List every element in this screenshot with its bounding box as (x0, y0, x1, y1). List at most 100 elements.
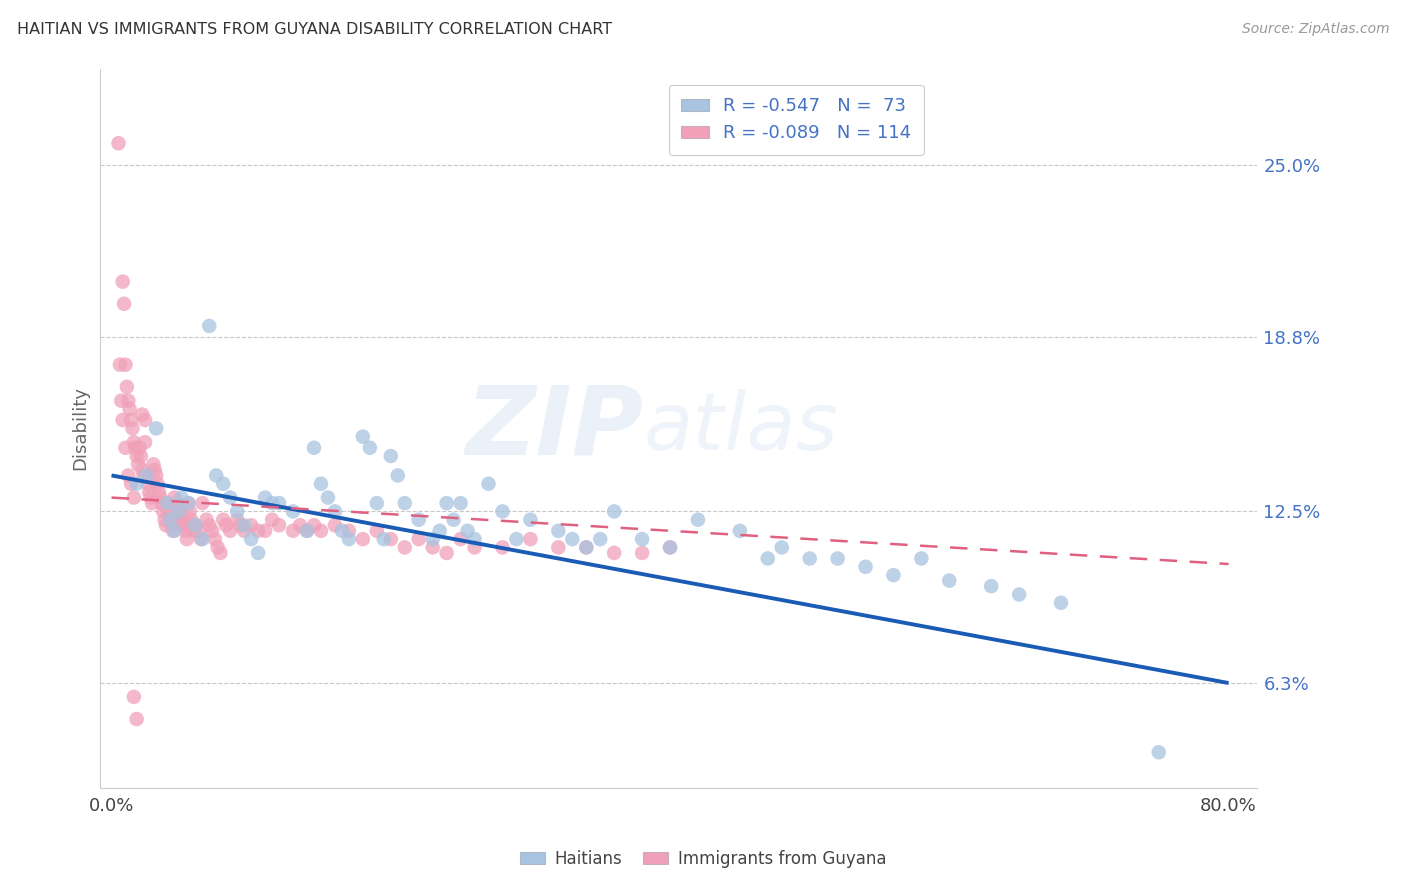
Point (519, 532, 541, 546)
Point (167, 513, 190, 527)
Point (323, 504, 346, 518)
Point (240, 518, 263, 533)
Point (145, 468, 167, 483)
Point (1147, 745, 1170, 759)
Point (938, 574, 960, 588)
Point (380, 449, 402, 463)
Point (128, 441, 150, 455)
Point (295, 524, 318, 538)
Point (882, 568, 904, 582)
Point (111, 275, 134, 289)
Point (247, 546, 270, 560)
Point (281, 504, 304, 518)
Point (491, 541, 513, 555)
Point (135, 468, 157, 483)
Point (127, 458, 149, 472)
Point (179, 504, 201, 518)
Point (204, 532, 226, 546)
Point (212, 476, 235, 491)
Point (153, 513, 176, 527)
Point (139, 491, 162, 505)
Point (219, 524, 242, 538)
Point (134, 435, 156, 450)
Point (190, 532, 212, 546)
Point (124, 441, 146, 455)
Point (122, 435, 145, 450)
Point (408, 532, 430, 546)
Point (145, 421, 167, 435)
Point (262, 496, 284, 510)
Point (198, 518, 221, 533)
Point (184, 518, 207, 533)
Point (110, 393, 132, 408)
Point (108, 358, 131, 372)
Point (505, 532, 527, 546)
Point (207, 541, 229, 555)
Point (491, 504, 513, 518)
Point (631, 546, 654, 560)
Point (337, 532, 360, 546)
Point (436, 546, 458, 560)
Point (352, 430, 374, 444)
Point (603, 546, 626, 560)
Point (177, 496, 200, 510)
Point (247, 524, 270, 538)
Point (267, 496, 290, 510)
Point (547, 524, 569, 538)
Point (205, 468, 228, 483)
Point (443, 513, 465, 527)
Point (980, 579, 1002, 593)
Point (267, 518, 290, 533)
Point (281, 524, 304, 538)
Point (659, 541, 682, 555)
Point (215, 518, 238, 533)
Legend: R = -0.547   N =  73, R = -0.089   N = 114: R = -0.547 N = 73, R = -0.089 N = 114 (669, 85, 924, 155)
Point (183, 524, 205, 538)
Point (450, 532, 472, 546)
Point (457, 524, 479, 538)
Point (575, 541, 598, 555)
Point (159, 513, 181, 527)
Point (201, 524, 224, 538)
Point (181, 518, 204, 533)
Point (1050, 596, 1073, 610)
Point (233, 518, 256, 533)
Point (111, 413, 134, 427)
Point (120, 476, 142, 491)
Point (120, 413, 142, 427)
Point (195, 513, 218, 527)
Point (170, 504, 193, 518)
Point (121, 421, 143, 435)
Point (146, 476, 169, 491)
Point (337, 524, 360, 538)
Point (254, 491, 277, 505)
Point (122, 690, 145, 704)
Point (254, 524, 277, 538)
Point (159, 513, 181, 527)
Point (519, 513, 541, 527)
Point (112, 297, 135, 311)
Point (309, 476, 332, 491)
Point (547, 541, 569, 555)
Point (422, 541, 444, 555)
Point (827, 551, 849, 566)
Point (157, 504, 180, 518)
Point (464, 532, 486, 546)
Point (302, 518, 325, 533)
Point (165, 496, 187, 510)
Point (464, 541, 486, 555)
Point (163, 524, 186, 538)
Point (394, 496, 416, 510)
Point (125, 449, 148, 463)
Point (170, 491, 193, 505)
Point (240, 532, 263, 546)
Point (561, 532, 583, 546)
Point (176, 532, 198, 546)
Point (187, 524, 209, 538)
Point (134, 413, 156, 427)
Point (477, 476, 499, 491)
Y-axis label: Disability: Disability (72, 386, 89, 470)
Point (125, 712, 148, 726)
Point (262, 513, 284, 527)
Point (115, 380, 138, 394)
